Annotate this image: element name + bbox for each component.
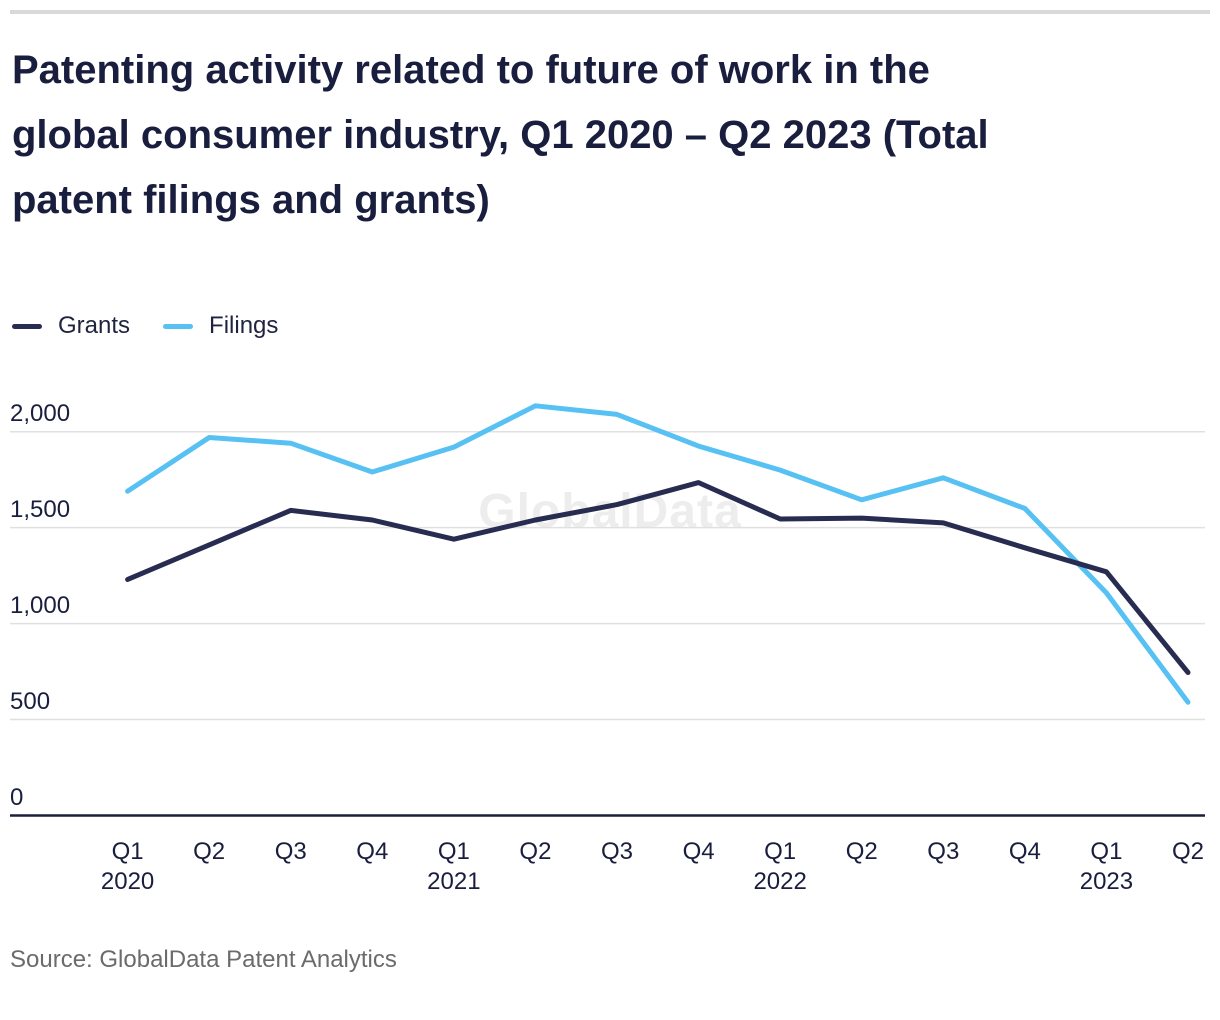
- x-tick-label: Q1 2020: [100, 838, 155, 895]
- y-tick-label: 1,500: [10, 495, 71, 523]
- source-attribution: Source: GlobalData Patent Analytics: [10, 946, 397, 973]
- x-tick-label: Q3: [274, 838, 307, 865]
- x-tick-label: Q1 2022: [753, 838, 807, 895]
- series-line-grants: [125, 480, 1191, 675]
- x-tick-label: Q1 2021: [427, 838, 481, 895]
- legend-item-grants: Grants: [12, 312, 130, 340]
- y-tick-label: 2,000: [10, 399, 71, 427]
- x-tick-label: Q2: [519, 838, 552, 865]
- top-divider: [10, 10, 1210, 14]
- x-tick-label: Q2: [1171, 838, 1204, 865]
- legend-label-grants: Grants: [58, 312, 131, 339]
- y-tick-label: 1,000: [10, 591, 71, 619]
- legend-item-filings: Filings: [163, 312, 278, 340]
- x-tick-label: Q2: [193, 838, 226, 865]
- x-tick-label: Q3: [601, 838, 634, 865]
- x-tick-label: Q4: [1008, 838, 1041, 865]
- chart-legend: Grants Filings: [12, 312, 278, 340]
- x-tick-label: Q3: [927, 838, 960, 865]
- y-tick-label: 0: [10, 783, 24, 811]
- y-tick-label: 500: [10, 687, 51, 715]
- legend-label-filings: Filings: [209, 312, 279, 339]
- x-tick-label: Q1 2023: [1079, 838, 1134, 895]
- x-tick-label: Q2: [845, 838, 878, 865]
- x-tick-label: Q4: [356, 838, 389, 865]
- chart-title: Patenting activity related to future of …: [12, 48, 989, 222]
- x-tick-label: Q4: [682, 838, 715, 865]
- series-line-filings: [125, 403, 1191, 705]
- grants-line-swatch-icon: [12, 323, 42, 329]
- globaldata-watermark: GlobalData: [478, 485, 742, 538]
- filings-line-swatch-icon: [163, 323, 194, 329]
